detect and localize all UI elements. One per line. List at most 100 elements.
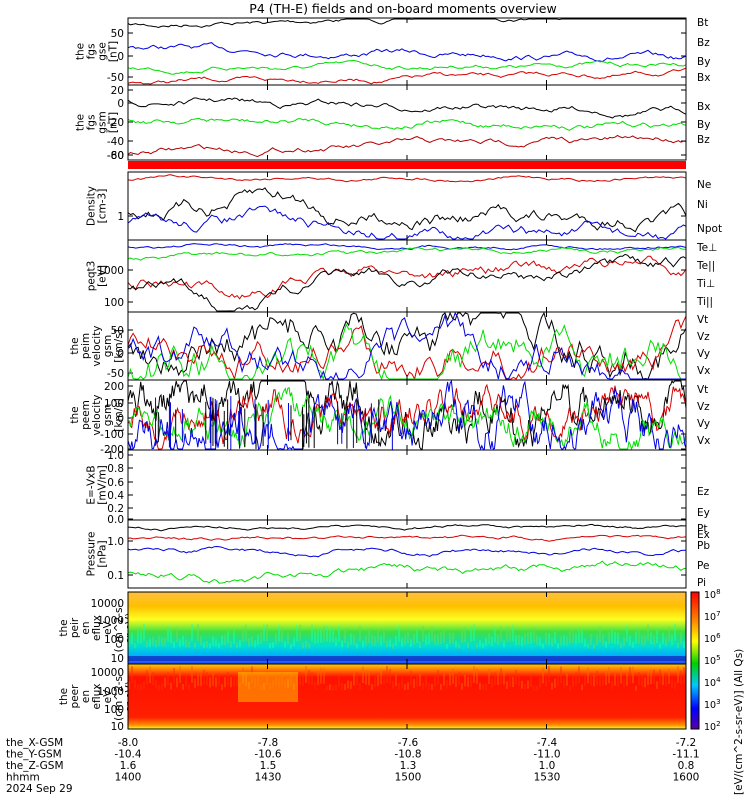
spectrogram-texture	[311, 624, 313, 642]
spectrogram-texture	[134, 679, 136, 689]
ytick-label: 10000	[91, 598, 124, 610]
spectrogram-texture	[536, 685, 538, 691]
ytick-label: 1	[117, 211, 124, 223]
spectrogram-texture	[242, 667, 244, 684]
spectrogram-texture	[452, 668, 454, 684]
spectrogram-texture	[578, 629, 580, 643]
spectrogram-texture	[281, 627, 283, 643]
mode-bar	[128, 161, 686, 169]
spectrogram-texture	[602, 672, 604, 686]
spectrogram-texture	[248, 637, 250, 647]
spectrogram-texture	[437, 670, 439, 685]
spectrogram-texture	[395, 635, 397, 646]
spectrogram-texture	[188, 641, 190, 648]
spectrogram-texture	[263, 624, 265, 642]
ytick-label: 10000	[91, 667, 124, 679]
spectrogram-texture	[572, 676, 574, 687]
spectrogram-texture	[284, 680, 286, 689]
series-line	[127, 67, 687, 85]
spectrogram-texture	[404, 634, 406, 645]
spectrogram-texture	[650, 632, 652, 645]
spectrogram-texture	[269, 683, 271, 690]
series-line	[127, 545, 687, 558]
spectrogram-texture	[596, 671, 598, 685]
spectrogram-texture	[566, 673, 568, 686]
spectrogram-texture	[512, 625, 514, 642]
spectrogram-texture	[392, 643, 394, 649]
legend-entry: Vt	[697, 314, 708, 326]
spectrogram-texture	[146, 640, 148, 648]
ephemeris-value: 1.5	[260, 760, 277, 772]
spectrogram-texture	[656, 681, 658, 689]
spectrogram-texture	[158, 635, 160, 646]
spectrogram-texture	[470, 677, 472, 688]
spectrogram-texture	[302, 642, 304, 649]
spectrogram-texture	[473, 624, 475, 642]
spectrogram-texture	[272, 679, 274, 689]
spectrogram-texture	[539, 637, 541, 647]
ephemeris-value: -10.6	[254, 749, 281, 761]
colorbar-tick: 105	[704, 654, 721, 667]
spectrogram-texture	[671, 635, 673, 646]
spectrogram-texture	[359, 683, 361, 690]
spectrogram-texture	[578, 666, 580, 683]
spectrogram-texture	[203, 642, 205, 649]
spectrogram-texture	[530, 631, 532, 644]
spectrogram-texture	[236, 642, 238, 649]
spectrogram-texture	[518, 634, 520, 646]
spectrogram-texture	[425, 634, 427, 646]
spectrogram-texture	[287, 633, 289, 645]
spectrogram-texture	[332, 627, 334, 643]
ytick-label: 10	[111, 653, 124, 665]
spectrogram-texture	[560, 666, 562, 684]
spectrogram-texture	[659, 669, 661, 685]
spectrogram-texture	[533, 627, 535, 643]
legend-entry: Pi	[697, 577, 706, 589]
spectrogram-texture	[443, 672, 445, 686]
spectrogram-texture	[149, 638, 151, 647]
spectrogram-texture	[386, 640, 388, 648]
spectrogram-texture	[569, 685, 571, 691]
legend-entry: Te⊥	[696, 242, 717, 254]
ephemeris-table: the_X-GSM -8.0 -7.8 -7.6 -7.4 -7.2 the_Y-GSM -1…	[6, 737, 700, 795]
spectrogram-texture	[155, 679, 157, 689]
ytick-label: 20	[111, 85, 124, 97]
legend-entry: Bx	[697, 101, 710, 113]
spectrogram-texture	[407, 629, 409, 643]
spectrogram-texture	[197, 624, 199, 641]
spectrogram-texture	[476, 643, 478, 649]
spectrogram-texture	[572, 630, 574, 644]
ytick-label: 100	[104, 704, 124, 716]
spectrogram-texture	[293, 637, 295, 647]
spectrogram-texture	[638, 672, 640, 686]
spectrogram-texture	[383, 629, 385, 644]
spectrogram-texture	[557, 643, 559, 649]
spectrogram-texture	[482, 684, 484, 691]
spectrogram-texture	[554, 678, 556, 688]
legend-entry: Bx	[697, 72, 710, 84]
spectrogram-texture	[314, 631, 316, 644]
panel-ylabel: thepeemvelocitygsm[km/s]	[69, 394, 125, 435]
spectrogram-texture	[314, 682, 316, 690]
spectrogram-texture	[269, 643, 271, 649]
legend-entry: Vx	[697, 365, 710, 377]
spectrogram-texture	[377, 630, 379, 644]
spectrogram-texture	[164, 677, 166, 688]
spectrogram-texture	[167, 672, 169, 686]
spectrogram-texture	[467, 676, 469, 688]
spectrogram-texture	[593, 643, 595, 649]
spectrogram-texture	[191, 666, 193, 683]
spectrogram-texture	[380, 669, 382, 685]
panels-layer: thefgsgse[nT]500-50BtBzByBxthefgsgsm[nT]…	[58, 17, 722, 733]
spectrogram-texture	[146, 670, 148, 685]
legend-entry: Ex	[697, 529, 710, 541]
panel-ylabel: Pressure[nPa]	[86, 532, 109, 577]
spectrogram-texture	[365, 670, 367, 685]
spectrogram-texture	[353, 634, 355, 646]
ephemeris-value: -11.1	[672, 749, 699, 761]
spectrogram-texture	[521, 680, 523, 689]
spectrogram-texture	[638, 630, 640, 644]
ytick-label: 0	[117, 348, 124, 360]
spectrogram-texture	[161, 683, 163, 690]
spectrogram-texture	[233, 675, 235, 687]
